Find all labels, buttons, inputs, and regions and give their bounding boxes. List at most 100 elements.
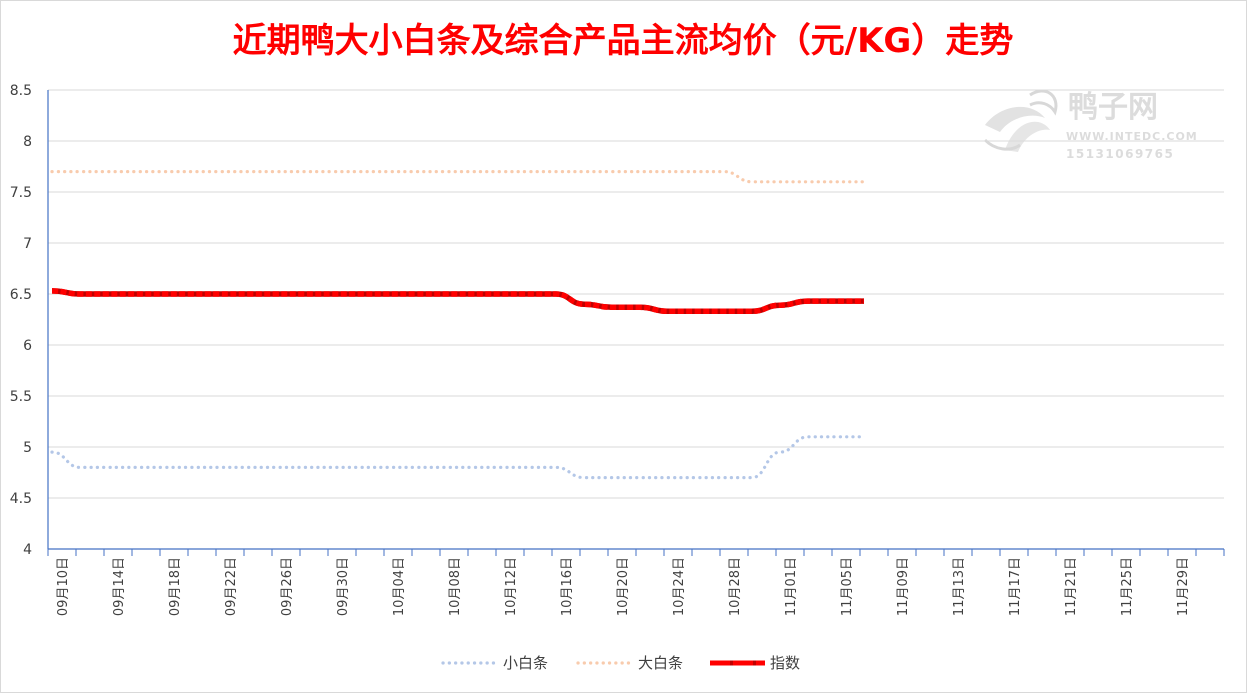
data-point <box>779 181 781 183</box>
data-point <box>79 293 81 295</box>
data-point <box>527 171 529 173</box>
data-point <box>667 311 669 313</box>
data-point <box>555 171 557 173</box>
data-point <box>387 467 389 469</box>
series-dabaitiao-line <box>50 169 866 184</box>
data-point <box>751 311 753 313</box>
x-tick-label: 09月30日 <box>336 557 351 616</box>
series-zhishu-line <box>51 288 864 315</box>
chart-title: 近期鸭大小白条及综合产品主流均价（元/KG）走势 <box>233 21 1014 61</box>
y-axis-ticks: 4 4.5 5 5.5 6 6.5 7 7.5 8 8.5 <box>10 83 32 558</box>
x-tick-label: 10月04日 <box>392 557 407 616</box>
x-tick-label: 11月25日 <box>1120 557 1135 616</box>
data-point <box>275 171 277 173</box>
data-point <box>247 171 249 173</box>
y-tick-label: 5 <box>23 440 32 456</box>
data-point <box>611 477 613 479</box>
data-point <box>723 311 725 313</box>
data-point <box>51 451 53 453</box>
data-point <box>471 293 473 295</box>
data-point <box>359 171 361 173</box>
data-point <box>415 467 417 469</box>
data-point <box>807 181 809 183</box>
legend-item: 指数 <box>710 654 800 672</box>
data-point <box>191 171 193 173</box>
data-point <box>135 293 137 295</box>
data-point <box>247 467 249 469</box>
data-point <box>219 467 221 469</box>
data-point <box>247 293 249 295</box>
data-point <box>303 171 305 173</box>
x-tick-label: 09月18日 <box>168 557 183 616</box>
data-point <box>275 293 277 295</box>
x-tick-label: 10月20日 <box>616 557 631 616</box>
legend-label: 小白条 <box>503 654 548 672</box>
y-tick-label: 4 <box>23 542 32 558</box>
data-point <box>359 467 361 469</box>
data-point <box>863 181 865 183</box>
data-point <box>527 293 529 295</box>
data-point <box>779 451 781 453</box>
gridlines <box>48 89 1224 499</box>
data-point <box>471 171 473 173</box>
data-point <box>303 293 305 295</box>
data-point <box>135 171 137 173</box>
y-tick-label: 8.5 <box>10 83 32 99</box>
legend-item: 小白条 <box>441 654 548 672</box>
data-point <box>583 477 585 479</box>
x-tick-label: 11月21日 <box>1064 557 1079 616</box>
x-tick-label: 09月14日 <box>112 557 127 616</box>
data-point <box>583 303 585 305</box>
watermark-phone: 15131069765 <box>1066 147 1174 161</box>
data-point <box>863 300 865 302</box>
data-point <box>359 293 361 295</box>
data-point <box>303 467 305 469</box>
data-point <box>639 171 641 173</box>
data-point <box>695 311 697 313</box>
y-tick-label: 8 <box>23 134 32 150</box>
data-point <box>331 293 333 295</box>
data-point <box>219 171 221 173</box>
legend-label: 指数 <box>770 654 800 672</box>
data-point <box>779 304 781 306</box>
data-point <box>723 171 725 173</box>
data-point <box>331 171 333 173</box>
data-point <box>555 467 557 469</box>
data-point <box>163 171 165 173</box>
x-tick-label: 11月17日 <box>1008 557 1023 616</box>
x-tick-label: 09月26日 <box>280 557 295 616</box>
data-point <box>751 181 753 183</box>
data-point <box>135 467 137 469</box>
data-point <box>79 171 81 173</box>
data-point <box>219 293 221 295</box>
data-point <box>191 293 193 295</box>
data-point <box>695 477 697 479</box>
data-point <box>499 293 501 295</box>
data-point <box>471 467 473 469</box>
legend-label: 大白条 <box>638 654 683 672</box>
x-tick-label: 11月09日 <box>896 557 911 616</box>
data-point <box>275 467 277 469</box>
data-point <box>415 171 417 173</box>
y-tick-label: 6 <box>23 338 32 354</box>
watermark-site: WWW.INTEDC.COM <box>1066 130 1198 143</box>
x-tick-label: 09月22日 <box>224 557 239 616</box>
x-tick-label: 11月05日 <box>840 557 855 616</box>
x-axis: 09月10日 09月14日 09月18日 09月22日 09月26日 09月30日 10月0… <box>47 90 1225 616</box>
data-point <box>331 467 333 469</box>
data-point <box>191 467 193 469</box>
y-tick-label: 4.5 <box>10 491 32 507</box>
data-point <box>79 467 81 469</box>
watermark: 鸭子网 WWW.INTEDC.COM 15131069765 <box>983 89 1198 161</box>
y-tick-label: 5.5 <box>10 389 32 405</box>
x-tick-label: 10月28日 <box>728 557 743 616</box>
data-point <box>443 467 445 469</box>
y-tick-label: 7.5 <box>10 185 32 201</box>
x-tick-label: 09月10日 <box>56 557 71 616</box>
data-point <box>807 300 809 302</box>
data-point <box>835 300 837 302</box>
x-tick-label: 10月16日 <box>560 557 575 616</box>
data-point <box>751 477 753 479</box>
data-point <box>387 171 389 173</box>
